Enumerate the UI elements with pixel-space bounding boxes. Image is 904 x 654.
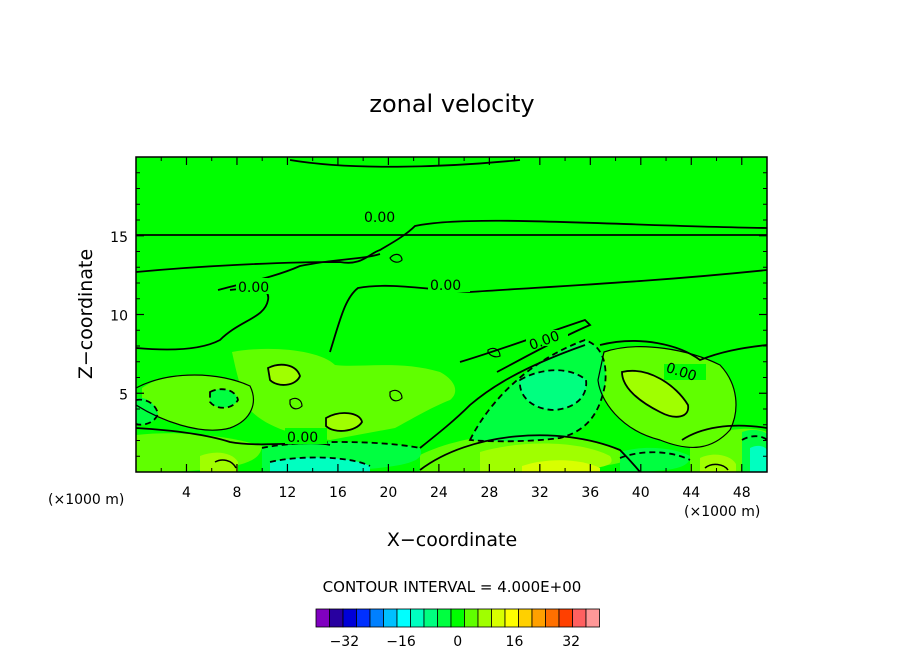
contour-label: 0.00 — [430, 278, 461, 294]
contour-interval-text: CONTOUR INTERVAL = 4.000E+00 — [323, 578, 582, 596]
colorbar-swatch — [464, 608, 479, 628]
contour-label-bg — [236, 278, 278, 294]
contour-label: 0.00 — [287, 430, 318, 446]
contour-label: 0.00 — [364, 210, 395, 226]
colorbar-swatch — [423, 608, 438, 628]
colorbar-swatch — [491, 608, 506, 628]
colorbar-swatch — [558, 608, 573, 628]
colorbar-tick-label: 16 — [506, 634, 524, 650]
colorbar-swatch — [518, 608, 533, 628]
colorbar-swatch — [545, 608, 560, 628]
x-tick-label: 8 — [232, 485, 241, 501]
contour-level-positive-16 — [522, 460, 600, 472]
colorbar-tick-labels: −32 −16 0 16 32 — [330, 634, 580, 650]
y-tick-label: 5 — [119, 387, 128, 403]
colorbar-swatch — [369, 608, 384, 628]
colorbar-swatch — [450, 608, 465, 628]
colorbar-tick-label: −32 — [330, 634, 360, 650]
y-tick-label: 10 — [110, 309, 128, 325]
colorbar-swatch — [504, 608, 519, 628]
x-tick-label: 44 — [682, 485, 700, 501]
x-tick-label: 24 — [430, 485, 448, 501]
colorbar-swatch — [342, 608, 357, 628]
colorbar-tick-label: −16 — [386, 634, 416, 650]
colorbar-swatch — [437, 608, 452, 628]
colorbar-swatch — [315, 608, 330, 628]
colorbar-swatch — [585, 608, 600, 628]
contour-field — [136, 157, 767, 472]
negative-contour-lines — [136, 339, 767, 467]
x-unit-left: (×1000 m) — [48, 492, 124, 508]
x-tick-label: 32 — [531, 485, 549, 501]
contour-level-negative-8 — [270, 370, 767, 472]
x-axis-ticks: 4 8 12 16 20 24 28 32 36 40 44 48 — [160, 157, 751, 501]
colorbar-swatch — [383, 608, 398, 628]
colorbar-swatch — [329, 608, 344, 628]
colorbar-swatch — [410, 608, 425, 628]
colorbar-swatch — [356, 608, 371, 628]
contour-label-bg — [428, 276, 470, 292]
x-unit-right: (×1000 m) — [684, 504, 760, 520]
colorbar-tick-label: 0 — [453, 634, 462, 650]
x-tick-label: 20 — [379, 485, 397, 501]
contour-label-bg — [285, 428, 327, 444]
x-tick-label: 28 — [480, 485, 498, 501]
x-tick-label: 40 — [632, 485, 650, 501]
colorbar-swatch — [396, 608, 411, 628]
x-tick-label: 48 — [733, 485, 751, 501]
contour-label-bg — [526, 330, 568, 346]
x-tick-label: 4 — [182, 485, 191, 501]
x-tick-label: 36 — [581, 485, 599, 501]
contour-labels: 0.00 0.00 0.00 0.00 0.00 0.00 — [236, 208, 706, 446]
colorbar-swatch — [477, 608, 492, 628]
contour-label-bg — [664, 364, 706, 380]
x-tick-label: 16 — [329, 485, 347, 501]
colorbar-swatch — [572, 608, 587, 628]
colorbar — [315, 608, 600, 628]
y-axis-ticks: 5 10 15 — [110, 172, 767, 457]
y-axis-label: Z−coordinate — [75, 249, 97, 379]
y-tick-label: 15 — [110, 230, 128, 246]
colorbar-swatch — [531, 608, 546, 628]
chart-title: zonal velocity — [369, 90, 534, 118]
contour-label: 0.00 — [238, 280, 269, 296]
colorbar-tick-label: 32 — [562, 634, 580, 650]
x-axis-label: X−coordinate — [387, 529, 517, 551]
x-tick-label: 12 — [279, 485, 297, 501]
contour-label-bg — [360, 208, 406, 224]
